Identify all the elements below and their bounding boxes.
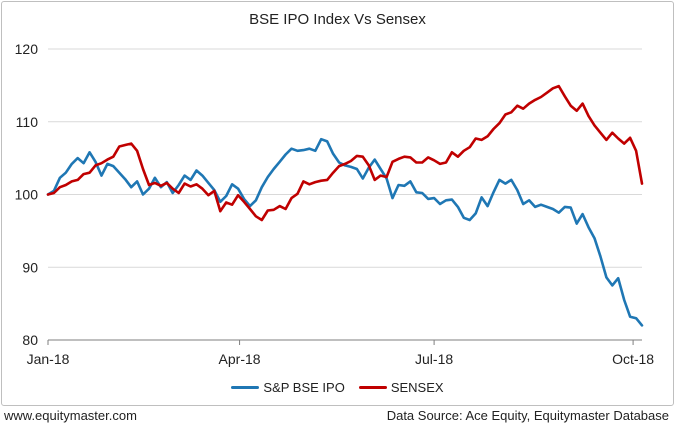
legend-label-ipo: S&P BSE IPO <box>263 380 345 395</box>
y-tick-label: 100 <box>15 187 39 203</box>
chart-frame <box>1 1 674 406</box>
chart-legend: S&P BSE IPO SENSEX <box>0 380 675 395</box>
y-tick-label: 90 <box>22 259 38 275</box>
chart-title: BSE IPO Index Vs Sensex <box>249 11 426 28</box>
x-tick-label: Apr-18 <box>219 351 261 367</box>
legend-item-ipo: S&P BSE IPO <box>231 380 345 395</box>
chart-plot: 80 90 100 110 120 Jan-18 Apr-18 Jul-18 Oct-18 <box>15 41 655 367</box>
footer-website: www.equitymaster.com <box>4 408 137 423</box>
legend-item-sensex: SENSEX <box>358 380 444 395</box>
x-tick-label: Jan-18 <box>27 351 70 367</box>
legend-label-sensex: SENSEX <box>390 380 444 395</box>
legend-swatch-sensex <box>358 386 387 389</box>
x-tick-label: Jul-18 <box>415 351 453 367</box>
y-tick-label: 110 <box>16 114 39 130</box>
x-tick-label: Oct-18 <box>612 351 654 367</box>
legend-swatch-ipo <box>231 386 260 389</box>
y-tick-label: 80 <box>22 332 38 348</box>
series-line-sensex <box>46 84 644 222</box>
y-tick-label: 120 <box>15 41 39 57</box>
series-line-bse-ipo <box>46 137 644 327</box>
footer-source: Data Source: Ace Equity, Equitymaster Da… <box>386 408 669 423</box>
